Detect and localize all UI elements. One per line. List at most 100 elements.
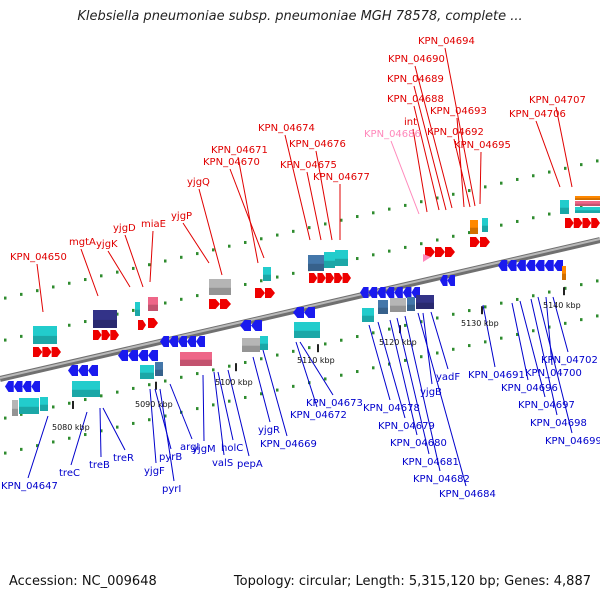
track-tick	[372, 331, 375, 335]
track-tick	[468, 189, 471, 193]
track-tick	[516, 332, 519, 336]
gene-label[interactable]: yjgB	[420, 387, 442, 398]
gene-label[interactable]: KPN_04697	[518, 400, 575, 411]
gene-box	[242, 338, 260, 352]
gene-arrow-forward	[565, 218, 574, 228]
gene-label[interactable]: yadF	[436, 372, 460, 383]
gene-label[interactable]: KPN_04689	[387, 74, 444, 85]
gene-label[interactable]: KPN_04647	[1, 481, 58, 492]
gene-box	[482, 218, 488, 232]
track-tick	[452, 347, 455, 351]
kbp-tick	[481, 306, 483, 315]
gene-box-shade	[482, 225, 488, 232]
track-tick	[180, 297, 183, 301]
gene-box-shade	[242, 345, 260, 352]
gene-label[interactable]: pepA	[237, 459, 263, 470]
track-tick	[52, 405, 55, 409]
gene-arrow-reverse	[535, 260, 545, 271]
gene-label[interactable]: KPN_04671	[211, 145, 268, 156]
gene-box	[560, 200, 569, 214]
callout-line	[237, 156, 259, 264]
gene-arrow-forward	[480, 237, 490, 247]
gene-label[interactable]: mgtA	[69, 237, 96, 248]
gene-label[interactable]: KPN_04680	[390, 438, 447, 449]
gene-label[interactable]: yjgP	[171, 211, 192, 222]
callout-line	[102, 407, 126, 451]
gene-label[interactable]: int	[404, 117, 417, 128]
gene-label[interactable]: KPN_04690	[388, 54, 445, 65]
track-tick	[468, 231, 471, 235]
gene-label[interactable]: treB	[89, 460, 110, 471]
gene-box	[40, 397, 48, 411]
gene-label[interactable]: KPN_04686	[364, 129, 421, 140]
track-tick	[212, 368, 215, 372]
gene-label[interactable]: KPN_04695	[454, 140, 511, 151]
scale-labels: 5080 kbp 5090 kbp 5100 kbp 5110 kbp 5120 kbp…	[52, 301, 581, 432]
track-tick	[404, 323, 407, 327]
gene-label[interactable]: pyrB	[159, 452, 182, 463]
track-tick	[84, 433, 87, 437]
gene-box-shade	[294, 330, 320, 338]
gene-box	[324, 252, 335, 268]
track-tick	[420, 355, 423, 359]
gene-label[interactable]: KPN_04676	[289, 139, 346, 150]
gene-label[interactable]: KPN_04673	[306, 398, 363, 409]
gene-arrow-forward	[33, 347, 43, 357]
gene-label[interactable]: argI	[180, 442, 199, 453]
gene-label[interactable]: KPN_04699	[545, 436, 600, 447]
gene-label[interactable]: KPN_04679	[378, 421, 435, 432]
track-tick	[148, 383, 151, 387]
gene-label[interactable]: treC	[59, 468, 80, 479]
gene-label[interactable]: yjgQ	[187, 177, 210, 188]
gene-label[interactable]: KPN_04694	[418, 36, 475, 47]
gene-label[interactable]: KPN_04678	[363, 403, 420, 414]
callout-line	[227, 369, 250, 457]
gene-label[interactable]: KPN_04677	[313, 172, 370, 183]
gene-arrow-reverse	[138, 350, 148, 361]
gene-label[interactable]: miaE	[141, 219, 166, 230]
gene-label[interactable]: KPN_04707	[529, 95, 586, 106]
track-tick	[292, 349, 295, 353]
gene-label[interactable]: KPN_04684	[439, 489, 496, 500]
gene-label[interactable]: yjgD	[113, 223, 136, 234]
gene-box	[378, 300, 388, 314]
gene-label[interactable]: KPN_04682	[413, 474, 470, 485]
track-tick	[148, 418, 151, 422]
track-tick	[228, 244, 231, 248]
track-tick	[4, 338, 7, 342]
gene-arrow-forward	[342, 273, 351, 283]
callout-line	[99, 407, 102, 458]
gene-label[interactable]: KPN_04696	[501, 383, 558, 394]
gene-label[interactable]: treR	[113, 453, 134, 464]
gene-label[interactable]: yjgF	[144, 466, 165, 477]
gene-label[interactable]: KPN_04650	[10, 252, 67, 263]
gene-label[interactable]: KPN_04698	[530, 418, 587, 429]
gene-label[interactable]: KPN_04669	[260, 439, 317, 450]
gene-box	[12, 400, 18, 416]
gene-label[interactable]: yjgM	[192, 444, 216, 455]
gene-label[interactable]: holC	[221, 443, 243, 454]
gene-label[interactable]: KPN_04675	[280, 160, 337, 171]
gene-label[interactable]: KPN_04692	[427, 127, 484, 138]
track-tick	[532, 329, 535, 333]
gene-label[interactable]: KPN_04681	[402, 457, 459, 468]
gene-label[interactable]: KPN_04670	[203, 157, 260, 168]
gene-label[interactable]: yjgK	[96, 239, 118, 250]
gene-label[interactable]: yjgR	[258, 425, 280, 436]
gene-label[interactable]: KPN_04700	[525, 368, 582, 379]
gene-label[interactable]: pyrI	[162, 484, 181, 495]
track-tick	[36, 289, 39, 293]
gene-label[interactable]: KPN_04674	[258, 123, 315, 134]
callout-line	[80, 248, 99, 297]
gene-label[interactable]: KPN_04691	[468, 370, 525, 381]
gene-label[interactable]: KPN_04688	[387, 94, 444, 105]
gene-label[interactable]: KPN_04693	[430, 106, 487, 117]
gene-arrow-forward	[582, 218, 592, 228]
gene-label[interactable]: KPN_04706	[509, 109, 566, 120]
track-tick	[196, 372, 199, 376]
gene-label[interactable]: KPN_04702	[541, 355, 598, 366]
gene-label[interactable]: valS	[212, 458, 233, 469]
gene-label[interactable]: KPN_04672	[290, 410, 347, 421]
callout-line	[107, 250, 131, 288]
track-tick	[244, 360, 247, 364]
